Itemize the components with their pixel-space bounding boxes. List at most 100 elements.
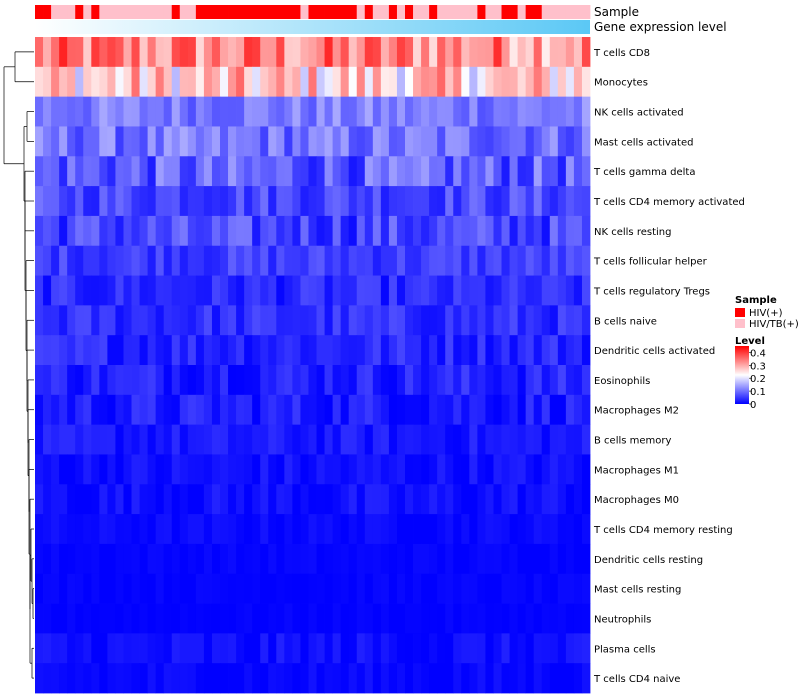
- heatmap-cell: [236, 394, 245, 426]
- heatmap-cell: [372, 365, 382, 396]
- heatmap-cell: [59, 156, 68, 187]
- heatmap-cell: [509, 275, 519, 306]
- heatmap-cell: [195, 573, 205, 604]
- row-label: T cells gamma delta: [593, 167, 695, 178]
- heatmap-cell: [581, 633, 591, 664]
- heatmap-cell: [147, 37, 157, 68]
- heatmap-cell: [187, 394, 197, 426]
- heatmap-cell: [211, 186, 221, 217]
- heatmap-cell: [179, 66, 189, 98]
- heatmap-cell: [260, 215, 269, 247]
- heatmap-cell: [268, 603, 277, 634]
- heatmap-cell: [220, 365, 229, 396]
- heatmap-cell: [220, 305, 229, 336]
- heatmap-cell: [364, 305, 374, 336]
- heatmap-cell: [485, 245, 494, 276]
- heatmap-cell: [123, 573, 132, 604]
- heatmap-cell: [43, 66, 52, 98]
- heatmap-cell: [525, 305, 535, 336]
- heatmap-cell: [228, 126, 237, 157]
- heatmap-cell: [252, 126, 261, 157]
- heatmap-cell: [139, 543, 149, 575]
- heatmap-cell: [549, 543, 559, 575]
- heatmap-cell: [461, 633, 470, 664]
- heatmap-cell: [340, 66, 350, 98]
- heatmap-cell: [83, 275, 92, 306]
- heatmap-cell: [485, 215, 494, 247]
- heatmap-cell: [348, 365, 358, 396]
- heatmap-cell: [533, 126, 543, 157]
- heatmap-cell: [187, 66, 197, 98]
- heatmap-cell: [517, 484, 527, 515]
- heatmap-cell: [429, 305, 438, 336]
- heatmap-cell: [396, 663, 406, 694]
- heatmap-cell: [276, 514, 285, 545]
- heatmap-cell: [75, 633, 84, 664]
- heatmap-cell: [107, 305, 116, 336]
- heatmap-cell: [501, 156, 510, 187]
- heatmap-cell: [236, 126, 245, 157]
- heatmap-cell: [195, 305, 205, 336]
- heatmap-cell: [59, 663, 68, 694]
- heatmap-cell: [565, 335, 575, 366]
- heatmap-cell: [332, 663, 342, 694]
- heatmap-cell: [123, 156, 132, 187]
- heatmap-cell: [171, 365, 181, 396]
- heatmap-cell: [147, 484, 157, 515]
- heatmap-cell: [99, 394, 108, 426]
- heatmap-cell: [453, 543, 462, 575]
- heatmap-cell: [461, 484, 470, 515]
- heatmap-cell: [388, 424, 398, 455]
- heatmap-cell: [123, 484, 132, 515]
- heatmap-cell: [43, 156, 52, 187]
- heatmap-cell: [525, 66, 535, 98]
- heatmap-cell: [565, 66, 575, 98]
- heatmap-cell: [348, 663, 358, 694]
- sample-annotation-cell: [155, 5, 165, 19]
- heatmap-cell: [405, 454, 414, 485]
- heatmap-cell: [163, 215, 173, 247]
- heatmap-cell: [557, 305, 567, 336]
- heatmap-cell: [372, 215, 382, 247]
- heatmap-cell: [228, 37, 237, 68]
- heatmap-cell: [203, 245, 213, 276]
- heatmap-cell: [211, 454, 221, 485]
- heatmap-cell: [115, 37, 124, 68]
- heatmap-cell: [99, 66, 108, 98]
- sample-annotation-cell: [308, 5, 317, 19]
- heatmap-cell: [195, 275, 205, 306]
- heatmap-cell: [147, 215, 157, 247]
- heatmap-cell: [139, 156, 149, 187]
- heatmap-cell: [147, 573, 157, 604]
- heatmap-cell: [493, 514, 502, 545]
- heatmap-cell: [429, 275, 438, 306]
- heatmap-cell: [123, 394, 132, 426]
- heatmap-cell: [549, 335, 559, 366]
- heatmap-cell: [75, 603, 84, 634]
- heatmap-cell: [211, 573, 221, 604]
- heatmap-cell: [372, 663, 382, 694]
- heatmap-cell: [509, 245, 519, 276]
- heatmap-cell: [99, 514, 108, 545]
- heatmap-cell: [509, 186, 519, 217]
- heatmap-cell: [405, 66, 414, 98]
- heatmap-cell: [533, 603, 543, 634]
- heatmap-cell: [413, 633, 422, 664]
- heatmap-cell: [228, 603, 237, 634]
- heatmap-cell: [115, 275, 124, 306]
- heatmap-cell: [541, 156, 551, 187]
- heatmap-cell: [59, 573, 68, 604]
- heatmap-cell: [429, 66, 438, 98]
- heatmap-cell: [573, 275, 583, 306]
- heatmap-cell: [509, 66, 519, 98]
- heatmap-cell: [211, 156, 221, 187]
- heatmap-cell: [372, 633, 382, 664]
- heatmap-cell: [244, 126, 253, 157]
- heatmap-cell: [35, 275, 44, 306]
- heatmap-cell: [268, 335, 277, 366]
- heatmap-cell: [83, 245, 92, 276]
- heatmap-cell: [284, 424, 293, 455]
- heatmap-cell: [252, 454, 261, 485]
- heatmap-cell: [147, 543, 157, 575]
- heatmap-cell: [445, 37, 454, 68]
